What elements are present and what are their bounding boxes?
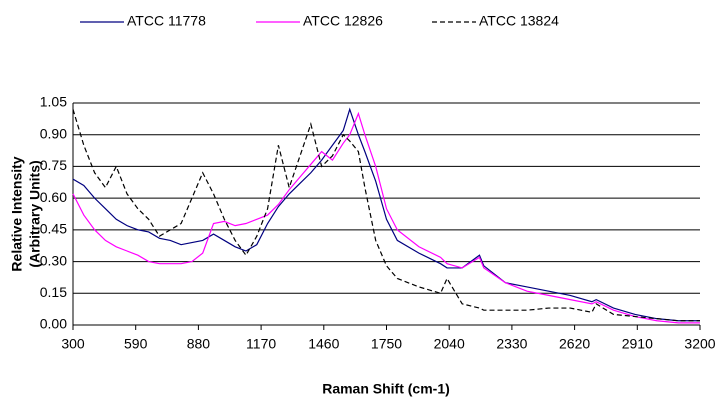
- legend-label: ATCC 13824: [479, 13, 559, 29]
- x-tick-label: 2330: [496, 336, 527, 352]
- y-tick-label: 0.00: [40, 316, 67, 332]
- y-tick-label: 0.45: [40, 221, 67, 237]
- series-line: [72, 111, 700, 324]
- x-tick-label: 590: [124, 336, 148, 352]
- x-tick-label: 3200: [684, 336, 715, 352]
- y-axis-title: Relative Intensity: [9, 156, 25, 271]
- y-tick-label: 0.30: [40, 252, 67, 268]
- x-tick-label: 2910: [622, 336, 653, 352]
- y-tick-label: 0.75: [40, 157, 67, 173]
- y-tick-label: 0.90: [40, 125, 67, 141]
- legend-label: ATCC 11778: [127, 13, 206, 29]
- x-tick-label: 2620: [559, 336, 590, 352]
- series-line: [72, 107, 700, 322]
- series-line: [72, 109, 700, 322]
- x-tick-label: 300: [61, 336, 85, 352]
- x-tick-label: 2040: [434, 336, 465, 352]
- y-axis-title: (Arbitrary Units): [27, 160, 43, 267]
- x-tick-label: 1170: [246, 336, 276, 352]
- y-tick-label: 0.60: [40, 189, 67, 205]
- x-tick-label: 1750: [371, 336, 402, 352]
- y-tick-label: 1.05: [40, 94, 67, 110]
- legend-label: ATCC 12826: [303, 13, 383, 29]
- x-axis-title: Raman Shift (cm-1): [322, 381, 450, 397]
- x-tick-label: 880: [187, 336, 211, 352]
- x-tick-label: 1460: [308, 336, 339, 352]
- y-tick-label: 0.15: [40, 284, 67, 300]
